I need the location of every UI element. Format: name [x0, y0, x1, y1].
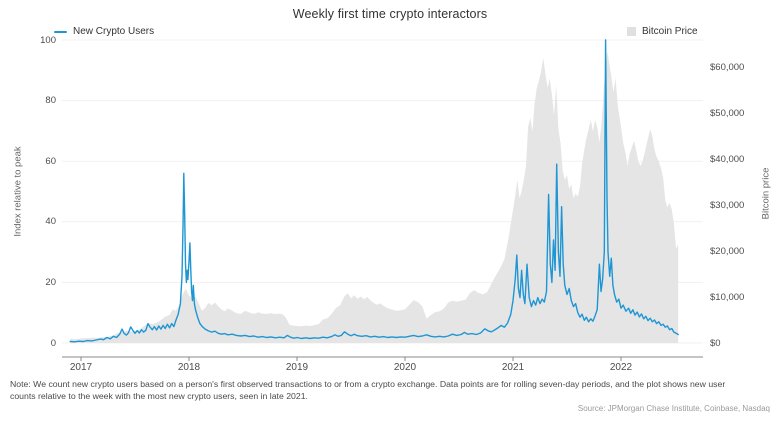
- line-swatch-icon: [54, 30, 67, 33]
- x-tick-label: 2017: [69, 362, 93, 373]
- x-tick-label: 2019: [285, 362, 309, 373]
- chart-title: Weekly first time crypto interactors: [292, 7, 488, 21]
- y-right-tick-label: $10,000: [710, 291, 745, 303]
- y-left-tick-label: 100: [40, 34, 56, 46]
- right-axis-title: Bitcoin price: [760, 167, 772, 220]
- x-tick-label: 2018: [177, 362, 201, 373]
- new-crypto-users-line: [69, 39, 679, 343]
- y-right-tick-label: $0: [710, 337, 721, 349]
- source-credit: Source: JPMorgan Chase Institute, Coinba…: [577, 404, 770, 413]
- left-axis-title: Index relative to peak: [12, 146, 24, 237]
- legend-label-area: Bitcoin Price: [642, 26, 698, 37]
- legend-item-new-crypto-users: New Crypto Users: [54, 26, 154, 37]
- bitcoin-price-area: [70, 50, 679, 344]
- legend-label-line: New Crypto Users: [73, 26, 155, 37]
- x-tick-label: 2022: [609, 362, 633, 373]
- y-left-tick-label: 60: [45, 155, 56, 167]
- footnote: Note: We count new crypto users based on…: [10, 379, 726, 402]
- legend-item-bitcoin-price: Bitcoin Price: [627, 26, 698, 37]
- y-right-tick-label: $60,000: [710, 61, 745, 73]
- y-right-tick-label: $20,000: [710, 245, 745, 257]
- y-left-tick-label: 0: [50, 337, 56, 349]
- y-left-tick-label: 40: [45, 216, 56, 228]
- y-left-tick-label: 80: [45, 95, 56, 107]
- x-tick-label: 2020: [393, 362, 417, 373]
- y-left-tick-label: 20: [45, 276, 56, 288]
- y-right-tick-label: $30,000: [710, 199, 745, 211]
- y-right-tick-label: $50,000: [710, 107, 745, 119]
- area-swatch-icon: [627, 27, 636, 36]
- y-right-tick-label: $40,000: [710, 153, 745, 165]
- x-tick-label: 2021: [501, 362, 525, 373]
